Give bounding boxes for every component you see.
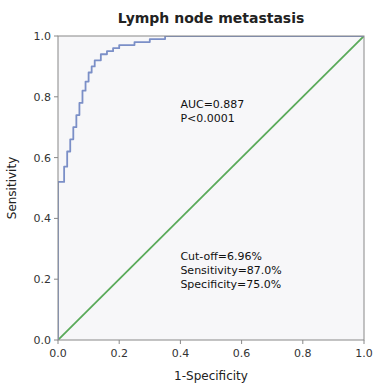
y-axis-label: Sensitivity: [5, 157, 19, 219]
tick-label: 0.0: [49, 347, 67, 360]
tick: [180, 340, 181, 344]
tick-label: 0.4: [172, 347, 190, 360]
annotation-line: Sensitivity=87.0%: [180, 264, 281, 277]
frame: [58, 36, 364, 340]
tick: [302, 340, 303, 344]
annotation-line: Cut-off=6.96%: [180, 250, 262, 263]
tick-label: 0.6: [233, 347, 251, 360]
tick: [241, 340, 242, 344]
line: [58, 36, 364, 340]
series-group: [58, 36, 364, 340]
tick-label: 0.6: [34, 152, 52, 165]
annotation: AUC=0.887P<0.0001: [180, 98, 244, 125]
annotation: Cut-off=6.96%Sensitivity=87.0%Specificit…: [180, 250, 281, 291]
tick-label: 0.2: [110, 347, 128, 360]
tick: [119, 340, 120, 344]
annotation-line: Specificity=75.0%: [180, 278, 281, 291]
tick: [54, 218, 58, 219]
title: Lymph node metastasis: [118, 10, 305, 26]
annotation-line: AUC=0.887: [180, 98, 244, 111]
tick: [54, 36, 58, 37]
chart: 0.0 0.2 0.4 0.6 0.8 1.0 0.0 0.2 0.4 0.6 0.8 1.0 Lymp…: [0, 0, 380, 390]
line: [58, 36, 364, 340]
plot-area: [58, 36, 364, 340]
tick-label: 0.2: [34, 273, 52, 286]
x-axis-label: 1-Specificity: [174, 369, 248, 383]
tick: [54, 96, 58, 97]
tick: [54, 340, 58, 341]
tick: [54, 157, 58, 158]
tick: [364, 340, 365, 344]
tick-label: 1.0: [355, 347, 373, 360]
tick-label: 0.4: [34, 212, 52, 225]
tick-label: 1.0: [34, 30, 52, 43]
tick: [58, 340, 59, 344]
tick-label: 0.8: [294, 347, 312, 360]
annotation-line: P<0.0001: [180, 112, 234, 125]
tick: [54, 279, 58, 280]
tick-label: 0.0: [34, 334, 52, 347]
tick-label: 0.8: [34, 91, 52, 104]
